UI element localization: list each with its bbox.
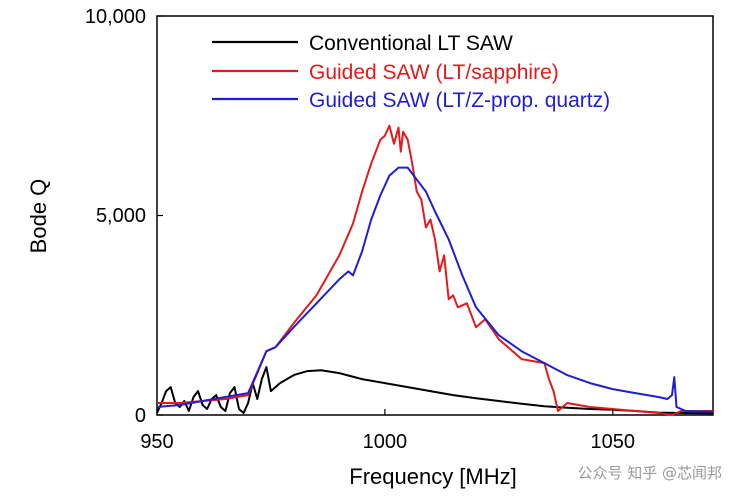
x-axis-title: Frequency [MHz]	[349, 464, 517, 489]
legend: Conventional LT SAW Guided SAW (LT/sapph…	[212, 32, 610, 112]
y-tick-label: 5,000	[96, 205, 146, 227]
x-tick-label: 1000	[363, 431, 408, 453]
x-tick-label: 1050	[591, 431, 636, 453]
x-tick-label: 950	[140, 431, 173, 453]
legend-label-conventional: Conventional LT SAW	[309, 32, 513, 55]
x-axis-ticks: 950 1000 1050	[140, 409, 635, 453]
watermark: 公众号 知乎 @芯闻邦	[577, 464, 722, 482]
series-layer	[156, 124, 714, 416]
legend-label-quartz: Guided SAW (LT/Z-prop. quartz)	[309, 89, 610, 112]
y-tick-label: 10,000	[85, 6, 146, 28]
legend-label-sapphire: Guided SAW (LT/sapphire)	[309, 61, 559, 84]
y-axis-ticks: 0 5,000 10,000	[85, 6, 163, 427]
series-guided-saw-sapphire	[157, 124, 713, 416]
y-tick-label: 0	[135, 405, 146, 427]
series-conventional-lt-saw	[156, 366, 714, 415]
series-guided-saw-quartz	[156, 166, 714, 413]
y-axis-title: Bode Q	[26, 179, 51, 254]
